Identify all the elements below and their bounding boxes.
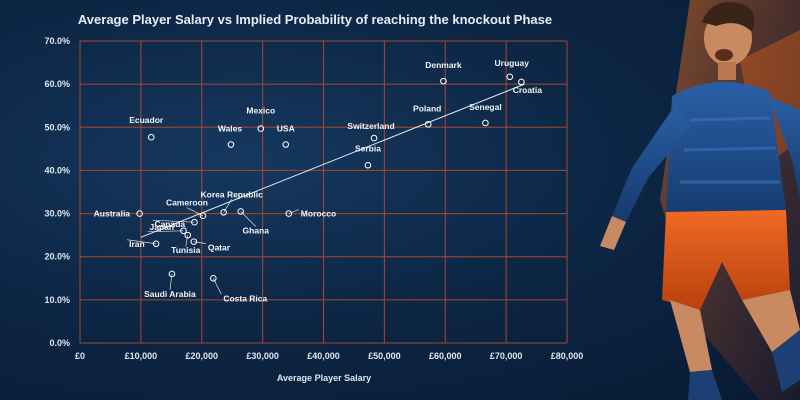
leader-line: [127, 239, 157, 245]
point-label: Poland: [413, 103, 441, 113]
point-label: Australia: [94, 209, 131, 219]
x-tick-label: £0: [75, 351, 85, 361]
point-labels: Ecuador Australia Iran Saudi Arabia JapanCan…: [94, 58, 543, 303]
data-point: [190, 238, 198, 245]
x-tick-label: £10,000: [125, 351, 158, 361]
y-tick-label: 40.0%: [44, 165, 70, 175]
data-point: [282, 141, 290, 148]
point-label: Wales: [218, 124, 243, 134]
point-label: Saudi Arabia: [144, 289, 196, 299]
leader-line: [185, 235, 189, 247]
x-tick-label: £50,000: [368, 351, 401, 361]
x-tick-label: £20,000: [185, 351, 218, 361]
y-axis-ticks: 0.0% 10.0% 20.0% 30.0% 40.0% 50.0% 60.0% 70.0%: [44, 36, 70, 348]
data-point: [180, 227, 187, 235]
data-point: [482, 119, 489, 127]
footballer-celebrating-illustration: [600, 0, 800, 400]
leader-line: [147, 230, 184, 233]
data-point: [147, 133, 155, 141]
point-label: Cameroon: [166, 198, 208, 208]
label-leader-lines: [127, 199, 299, 295]
trendline: [140, 83, 525, 238]
x-tick-label: £30,000: [246, 351, 279, 361]
y-tick-label: 10.0%: [44, 295, 70, 305]
y-tick-label: 60.0%: [44, 79, 70, 89]
point-label: Ghana: [242, 225, 269, 235]
y-tick-label: 0.0%: [49, 338, 70, 348]
y-tick-label: 20.0%: [44, 252, 70, 262]
data-point: [237, 208, 245, 215]
y-tick-label: 30.0%: [44, 209, 70, 219]
point-label: Ecuador: [129, 115, 164, 125]
point-label: Denmark: [425, 60, 462, 70]
x-tick-label: £40,000: [307, 351, 340, 361]
x-axis-ticks: £0 £10,000 £20,000 £30,000 £40,000 £50,000 £60…: [75, 351, 583, 361]
point-label: Korea Republic: [200, 189, 263, 199]
x-tick-label: £70,000: [490, 351, 523, 361]
point-label: Tunisia: [171, 245, 200, 255]
data-point: [136, 210, 143, 217]
point-label: Morocco: [301, 209, 336, 219]
data-points: [136, 73, 525, 282]
point-label: USA: [277, 124, 295, 134]
leader-line: [193, 241, 206, 244]
data-point: [152, 240, 160, 248]
leader-line: [223, 199, 232, 213]
data-point: [518, 78, 525, 86]
data-point: [440, 77, 447, 85]
y-tick-label: 70.0%: [44, 36, 70, 46]
data-point: [199, 212, 207, 220]
point-label: Senegal: [469, 102, 502, 112]
point-label: Japan: [149, 222, 174, 232]
point-label: Switzerland: [347, 121, 394, 131]
point-label: Costa Rica: [223, 293, 267, 303]
y-tick-label: 50.0%: [44, 122, 70, 132]
x-tick-label: £60,000: [429, 351, 462, 361]
data-point: [184, 231, 192, 239]
point-label: Qatar: [208, 243, 231, 253]
point-label: Serbia: [355, 143, 381, 153]
data-point: [168, 270, 176, 278]
data-point: [257, 125, 265, 132]
leader-line: [152, 219, 195, 223]
data-point: [191, 218, 198, 226]
data-point: [220, 208, 227, 216]
leader-line: [288, 209, 299, 214]
data-point: [364, 161, 372, 169]
data-point: [424, 120, 432, 128]
x-tick-label: £80,000: [551, 351, 584, 361]
data-point: [285, 210, 293, 217]
point-label: Croatia: [513, 85, 543, 95]
gridlines: [79, 40, 568, 344]
point-label: Canada: [154, 219, 185, 229]
point-label: Uruguay: [495, 58, 530, 68]
x-axis-title: Average Player Salary: [277, 373, 371, 383]
data-point: [227, 141, 235, 148]
point-label: Mexico: [246, 106, 275, 116]
chart-title: Average Player Salary vs Implied Probabi…: [78, 12, 552, 27]
data-point: [370, 134, 378, 142]
data-point: [506, 73, 514, 81]
leader-line: [240, 211, 256, 227]
point-label: Iran: [129, 239, 145, 249]
data-point: [210, 274, 217, 282]
